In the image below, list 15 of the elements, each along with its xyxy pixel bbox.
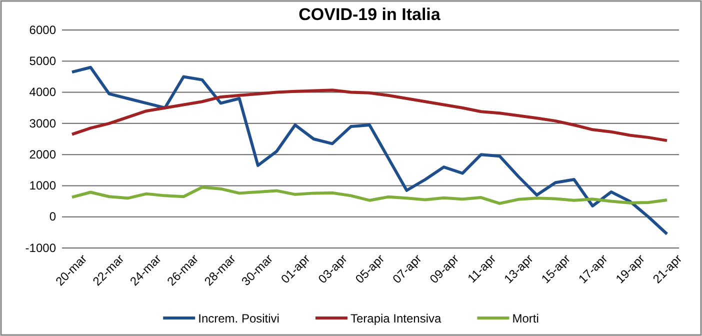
chart-title: COVID-19 in Italia: [298, 5, 441, 24]
y-tick-label: 0: [49, 210, 56, 224]
y-tick-label: 3000: [29, 116, 56, 130]
y-tick-label: 6000: [29, 22, 56, 37]
line-series: [70, 66, 668, 236]
y-tick-label: -1000: [25, 240, 56, 255]
y-tick-label: 2000: [29, 147, 56, 162]
line-series: [70, 88, 668, 142]
line-series: [70, 186, 668, 205]
y-tick-label: 5000: [29, 54, 56, 68]
y-tick-label: 4000: [29, 85, 56, 100]
y-tick-label: 1000: [29, 178, 56, 193]
legend-label: Morti: [512, 312, 539, 326]
legend-label: Terapia Intensiva: [350, 312, 442, 326]
legend-label: Increm. Positivi: [198, 312, 280, 326]
